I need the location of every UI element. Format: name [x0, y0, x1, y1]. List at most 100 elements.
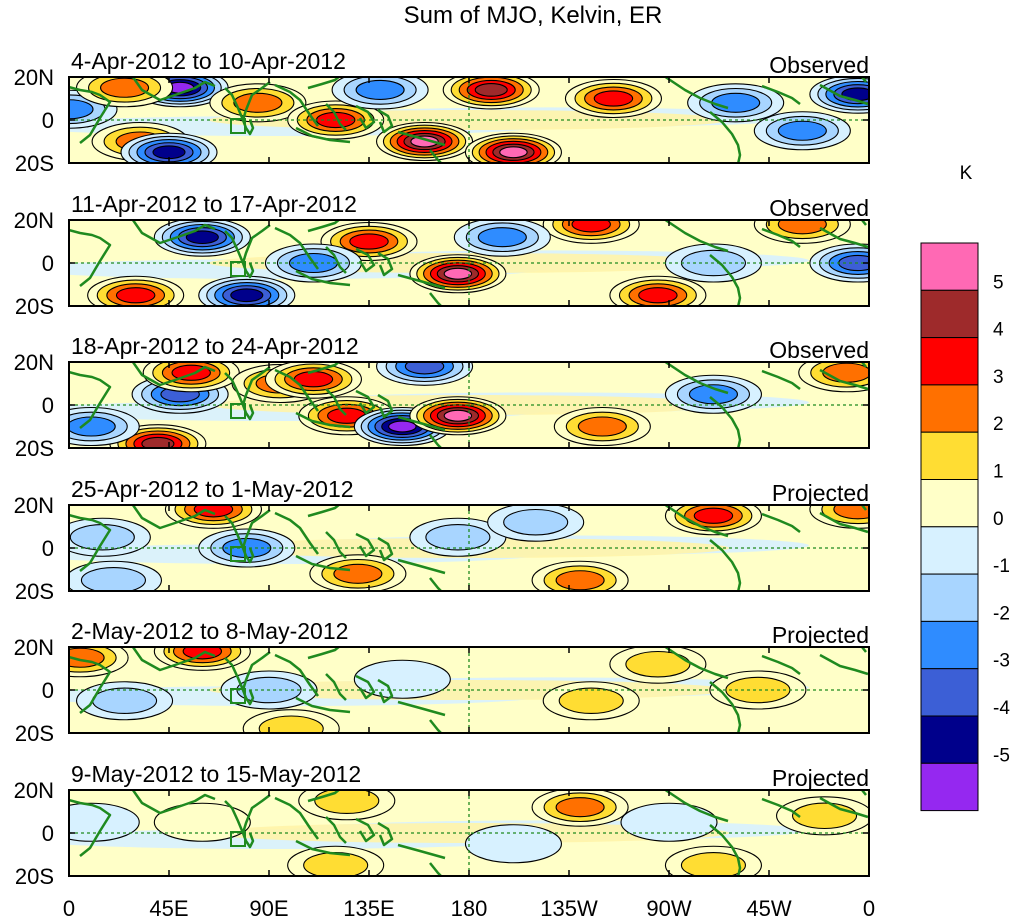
panel-period-label: 18-Apr-2012 to 24-Apr-2012 — [71, 333, 359, 359]
y-tick-label: 20N — [14, 350, 54, 375]
panel-status-label: Observed — [769, 337, 869, 363]
panel-status-label: Projected — [772, 622, 869, 648]
y-tick-label: 20S — [15, 864, 54, 889]
anomaly-field — [69, 220, 869, 306]
map-panel-3: 18-Apr-2012 to 24-Apr-2012 Observed 20N 0 20… — [14, 333, 870, 461]
anomaly-contour — [680, 852, 746, 876]
anomaly-contour — [404, 362, 445, 375]
colorbar-swatch — [920, 715, 979, 764]
anomaly-contour — [777, 120, 827, 141]
anomaly-contour — [69, 523, 135, 551]
colorbar-swatch — [920, 431, 979, 481]
anomaly-contour — [571, 220, 611, 233]
anomaly-contour — [355, 79, 405, 100]
anomaly-contour — [792, 802, 858, 830]
y-tick-label: 0 — [42, 108, 54, 133]
y-tick-label: 20S — [15, 579, 54, 604]
panel-period-label: 2-May-2012 to 8-May-2012 — [71, 618, 348, 644]
colorbar-tick-label: -4 — [993, 698, 1010, 719]
colorbar-tick-label: 4 — [993, 320, 1004, 341]
panel-period-label: 9-May-2012 to 15-May-2012 — [71, 761, 361, 787]
anomaly-contour — [693, 507, 734, 524]
y-tick-label: 0 — [42, 821, 54, 846]
colorbar-tick-label: 5 — [993, 272, 1004, 293]
colorbar-swatch — [920, 668, 979, 717]
colorbar-swatch — [920, 620, 979, 670]
anomaly-contour — [303, 852, 369, 876]
y-tick-label: 20S — [15, 436, 54, 461]
anomaly-contour — [638, 287, 678, 304]
x-axis: 0 45E 90E 135E 180 135W 90W 45W 0 — [63, 896, 875, 921]
panel-status-label: Observed — [769, 52, 869, 78]
map-panel-6: 9-May-2012 to 15-May-2012 Projected 20N 0 20… — [14, 761, 870, 889]
y-tick-label: 20N — [14, 493, 54, 518]
x-tick-label: 90E — [249, 896, 288, 921]
map-panels: 4-Apr-2012 to 10-Apr-2012 Observed 20N 0 20S… — [14, 48, 870, 889]
anomaly-contour — [777, 220, 827, 235]
colorbar-tick-label: 3 — [993, 367, 1004, 388]
colorbar-tick-label: 0 — [993, 509, 1004, 530]
anomaly-contour — [499, 146, 528, 159]
colorbar-tick-label: -1 — [993, 556, 1010, 577]
anomaly-contour — [558, 687, 624, 714]
panel-period-label: 4-Apr-2012 to 10-Apr-2012 — [71, 48, 346, 74]
anomaly-contour — [822, 362, 869, 383]
anomaly-contour — [593, 90, 634, 107]
colorbar-tick-label: 1 — [993, 462, 1004, 483]
x-tick-label: 135W — [540, 896, 598, 921]
colorbar-swatch — [920, 573, 979, 622]
anomaly-contour — [115, 287, 156, 304]
anomaly-contour — [185, 230, 219, 245]
x-tick-label: 45W — [746, 896, 791, 921]
colorbar-swatch — [920, 289, 979, 339]
anomaly-contour — [620, 802, 718, 842]
x-tick-label: 180 — [451, 896, 488, 921]
anomaly-contour — [410, 135, 439, 148]
colorbar-swatch — [920, 526, 979, 575]
anomaly-contour — [474, 83, 508, 97]
panel-period-label: 11-Apr-2012 to 17-Apr-2012 — [71, 191, 357, 217]
panel-status-label: Observed — [769, 195, 869, 221]
colorbar-tick-label: 2 — [993, 414, 1004, 435]
anomaly-contour — [233, 92, 283, 113]
colorbar-swatch — [920, 762, 979, 812]
anomaly-contour — [314, 790, 380, 814]
anomaly-contour — [182, 647, 223, 660]
anomaly-contour — [555, 570, 605, 591]
anomaly-contour — [477, 227, 527, 248]
anomaly-contour — [577, 416, 627, 437]
colorbar-swatch — [920, 479, 979, 528]
anomaly-field — [69, 790, 869, 876]
anomaly-contour — [443, 267, 473, 280]
map-panel-2: 11-Apr-2012 to 17-Apr-2012 Observed 20N 0 20… — [14, 191, 870, 319]
anomaly-contour — [92, 687, 158, 714]
y-tick-label: 20N — [14, 208, 54, 233]
colorbar-units-label: K — [960, 163, 973, 184]
anomaly-contour — [388, 420, 417, 433]
colorbar-tick-label: -3 — [993, 651, 1010, 672]
anomaly-contour — [69, 99, 94, 120]
anomaly-contour — [152, 145, 186, 160]
anomaly-contour — [69, 802, 140, 842]
y-tick-label: 0 — [42, 251, 54, 276]
colorbar-swatch — [920, 337, 979, 386]
colorbar-tick-label: -2 — [993, 603, 1010, 624]
anomaly-contour — [258, 715, 324, 733]
x-tick-label: 90W — [646, 896, 691, 921]
anomaly-contour — [464, 824, 562, 864]
anomaly-contour — [333, 563, 383, 584]
anomaly-contour — [153, 802, 251, 842]
y-tick-label: 20S — [15, 721, 54, 746]
anomaly-contour — [503, 508, 569, 536]
map-panel-5: 2-May-2012 to 8-May-2012 Projected 20N 0 20S — [14, 618, 870, 746]
colorbar-swatch — [920, 242, 979, 291]
y-tick-label: 0 — [42, 678, 54, 703]
x-tick-label: 0 — [63, 896, 75, 921]
map-panel-4: 25-Apr-2012 to 1-May-2012 Projected 20N 0 20… — [14, 476, 870, 604]
anomaly-field — [69, 505, 869, 591]
y-tick-label: 20S — [15, 294, 54, 319]
y-tick-label: 20N — [14, 65, 54, 90]
colorbar-swatch — [920, 384, 979, 433]
y-tick-label: 20S — [15, 151, 54, 176]
anomaly-contour — [230, 288, 264, 303]
